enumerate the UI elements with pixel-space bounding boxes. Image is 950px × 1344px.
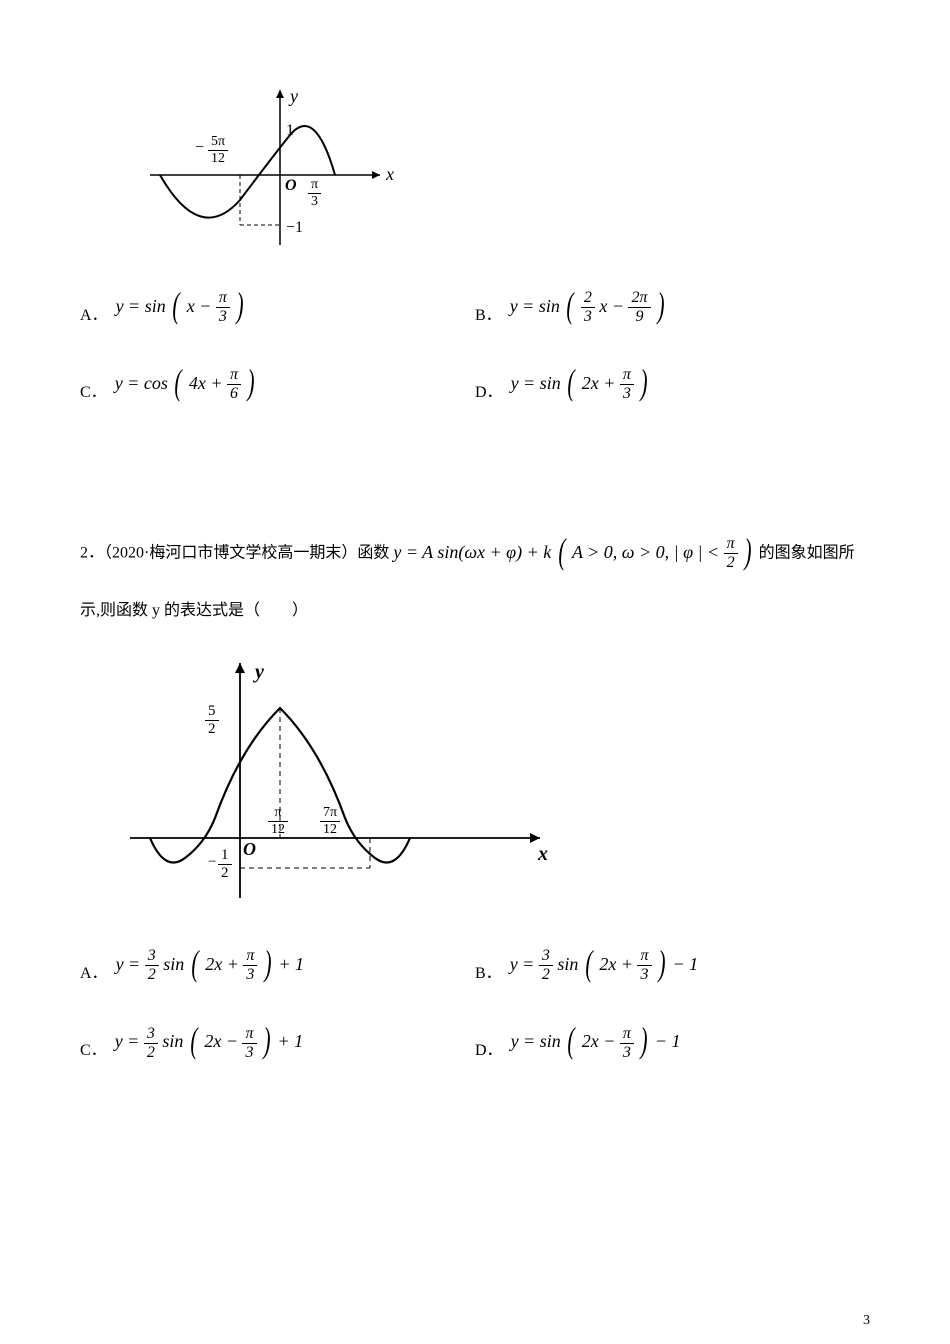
page-number: 3: [863, 1310, 870, 1332]
option-label: B．: [475, 303, 502, 337]
question-2-text: 2．（2020·梅河口市博文学校高一期末）函数 y = A sin(ωx + φ…: [80, 514, 870, 628]
q1-options-row-1: A． y = sin ( x − π3 ) B． y = sin ( 23 x …: [80, 279, 870, 337]
svg-text:−: −: [208, 854, 216, 870]
axis-x-label: x: [385, 164, 394, 184]
option-c: C． y = 32 sin ( 2x − π3 ) + 1: [80, 1014, 475, 1072]
figure-2: y x O 52 − 12 π12 7π12: [120, 648, 870, 917]
svg-text:−: −: [195, 139, 204, 156]
svg-text:−1: −1: [286, 219, 303, 236]
option-label: C．: [80, 380, 107, 414]
origin-label: O: [285, 177, 297, 194]
option-label: C．: [80, 1038, 107, 1072]
option-a: A． y = sin ( x − π3 ): [80, 279, 475, 337]
option-label: D．: [475, 1038, 503, 1072]
option-a: A． y = 32 sin ( 2x + π3 ) + 1: [80, 937, 475, 995]
formula-a2: y = 32 sin ( 2x + π3 ) + 1: [116, 937, 304, 995]
formula-d: y = sin ( 2x + π3 ): [511, 356, 651, 414]
option-c: C． y = cos ( 4x + π6 ): [80, 356, 475, 414]
axis-y-label: y: [288, 86, 298, 106]
formula-a: y = sin ( x − π3 ): [116, 279, 247, 337]
option-d: D． y = sin ( 2x − π3 ) − 1: [475, 1014, 870, 1072]
option-label: B．: [475, 961, 502, 995]
q2-options-row-1: A． y = 32 sin ( 2x + π3 ) + 1 B． y = 32 …: [80, 937, 870, 995]
axis-y-label: y: [253, 661, 264, 683]
option-b: B． y = sin ( 23 x − 2π9 ): [475, 279, 870, 337]
formula-c2: y = 32 sin ( 2x − π3 ) + 1: [115, 1014, 303, 1072]
q2-suffix: 的图象如图所: [759, 544, 855, 561]
formula-c: y = cos ( 4x + π6 ): [115, 356, 258, 414]
axis-x-label: x: [537, 843, 548, 865]
option-label: A．: [80, 961, 108, 995]
option-b: B． y = 32 sin ( 2x + π3 ) − 1: [475, 937, 870, 995]
q1-options-row-2: C． y = cos ( 4x + π6 ) D． y = sin ( 2x +…: [80, 356, 870, 414]
q2-line2: 示,则函数 y 的表达式是（ ）: [80, 602, 308, 619]
formula-b: y = sin ( 23 x − 2π9 ): [510, 279, 667, 337]
figure-1: y x O 1 −1 − 5π12 π3: [140, 80, 870, 259]
option-label: D．: [475, 380, 503, 414]
option-d: D． y = sin ( 2x + π3 ): [475, 356, 870, 414]
origin-label: O: [243, 839, 256, 859]
formula-b2: y = 32 sin ( 2x + π3 ) − 1: [510, 937, 698, 995]
q2-function: y = A sin(ωx + φ) + k ( A > 0, ω > 0, | …: [393, 542, 758, 562]
option-label: A．: [80, 303, 108, 337]
q2-options-row-2: C． y = 32 sin ( 2x − π3 ) + 1 D． y = sin…: [80, 1014, 870, 1072]
formula-d2: y = sin ( 2x − π3 ) − 1: [511, 1014, 681, 1072]
q2-prefix: 2．（2020·梅河口市博文学校高一期末）函数: [80, 544, 389, 561]
svg-text:1: 1: [286, 122, 294, 139]
